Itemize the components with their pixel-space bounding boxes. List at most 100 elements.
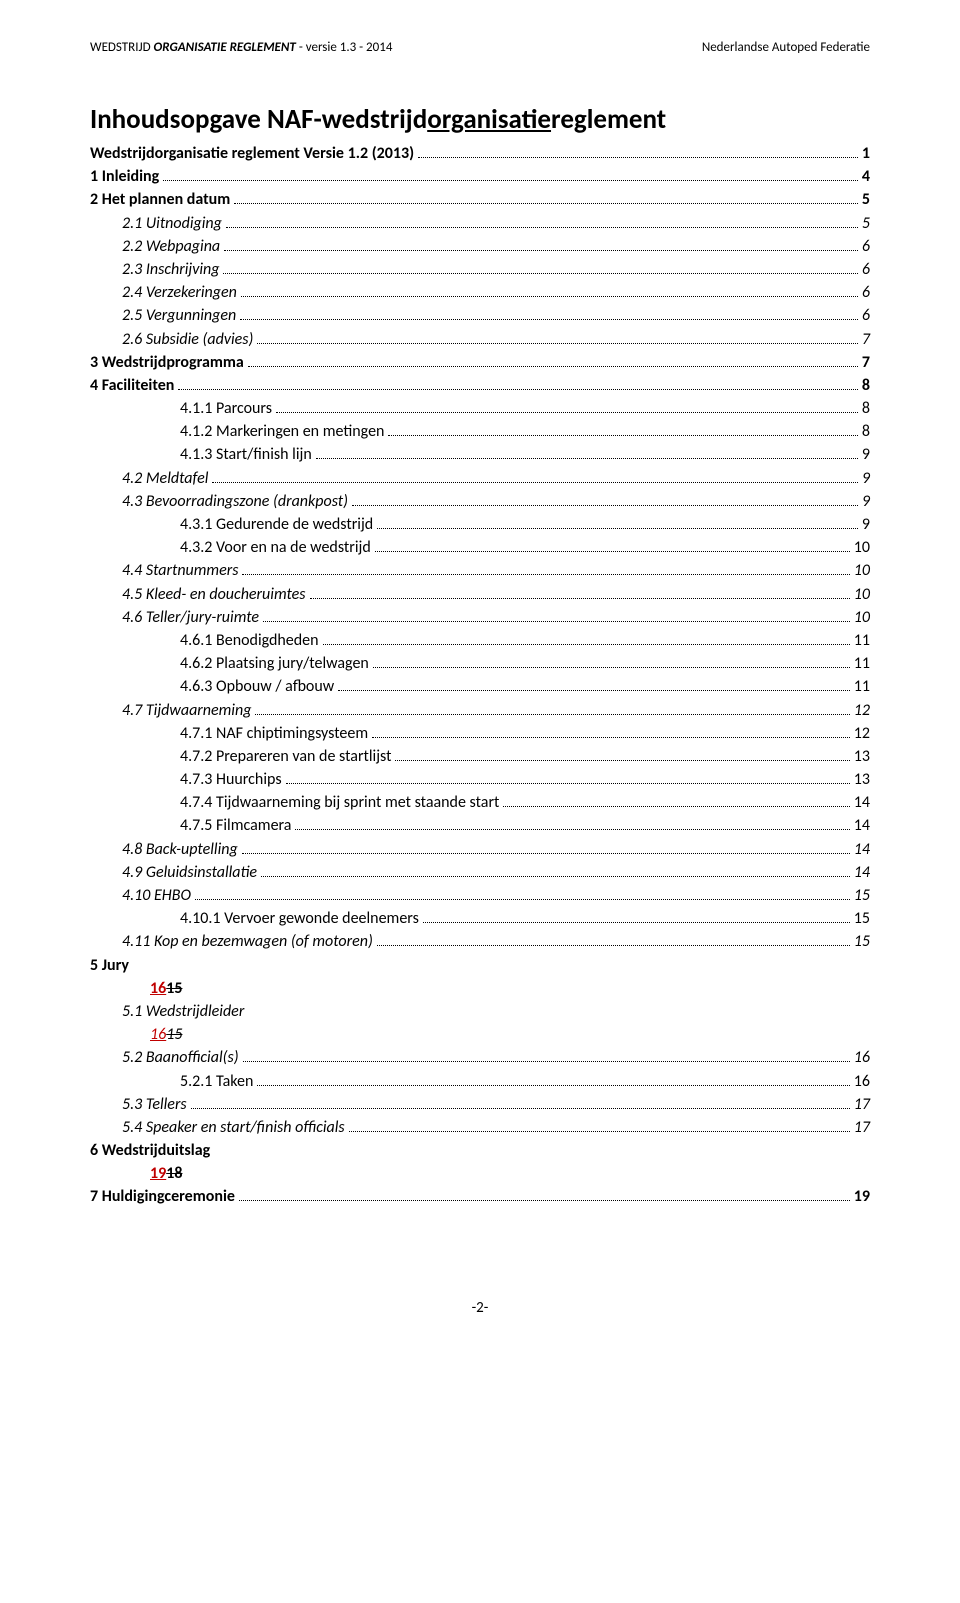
toc-page: 14 (854, 861, 870, 884)
toc-leader-dots (418, 157, 858, 158)
toc-row: Wedstrijdorganisatie reglement Versie 1.… (90, 142, 870, 165)
toc-page: 9 (862, 443, 870, 466)
toc-row: 2.6 Subsidie (advies)7 (90, 328, 870, 351)
toc-page: 17 (854, 1093, 870, 1116)
toc-row: 4 Faciliteiten8 (90, 374, 870, 397)
toc-row: 2.5 Vergunningen 6 (90, 304, 870, 327)
toc-leader-dots (255, 714, 849, 715)
toc-page: 4 (862, 165, 870, 188)
toc-label: 4.6 Teller/jury-ruimte (122, 606, 259, 629)
toc-leader-dots (257, 1085, 849, 1086)
toc-page: 10 (854, 583, 870, 606)
toc-leader-dots (377, 945, 850, 946)
toc-row-uitslag-rev: 1918 (90, 1162, 870, 1185)
toc-label: 4.3 Bevoorradingszone (drankpost) (122, 490, 348, 513)
toc-row: 4.5 Kleed- en doucheruimtes 10 (90, 583, 870, 606)
toc-label: 5 Jury (90, 954, 129, 977)
toc-row: 1 Inleiding 4 (90, 165, 870, 188)
toc-page: 17 (854, 1116, 870, 1139)
toc-row: 2.2 Webpagina6 (90, 235, 870, 258)
toc-label: 5.4 Speaker en start/finish officials (122, 1116, 345, 1139)
toc-row-uitslag: 6 Wedstrijduitslag (90, 1139, 870, 1162)
toc-leader-dots (240, 319, 858, 320)
toc-label: 1 Inleiding (90, 165, 159, 188)
toc-leader-dots (239, 1200, 850, 1201)
rev-new: 16 (150, 979, 166, 998)
revision-mark: 1615 (150, 977, 182, 1000)
toc-page: 6 (862, 281, 870, 304)
toc-label: 4.1.3 Start/finish lijn (180, 443, 312, 466)
toc-leader-dots (226, 227, 858, 228)
toc-page: 9 (862, 490, 870, 513)
rev-new: 16 (150, 1025, 166, 1044)
toc-page: 19 (854, 1185, 870, 1208)
toc-leader-dots (263, 621, 850, 622)
toc-page: 15 (854, 884, 870, 907)
toc-leader-dots (234, 203, 858, 204)
toc-row: 4.3 Bevoorradingszone (drankpost) 9 (90, 490, 870, 513)
toc-label: 4.5 Kleed- en doucheruimtes (122, 583, 306, 606)
toc-leader-dots (395, 760, 849, 761)
toc-label: 4.7.3 Huurchips (180, 768, 282, 791)
toc-label: 2.5 Vergunningen (122, 304, 236, 327)
toc-label: 4.10.1 Vervoer gewonde deelnemers (180, 907, 419, 930)
toc-page: 5 (862, 212, 870, 235)
toc-leader-dots (224, 250, 858, 251)
toc-label: 4.7 Tijdwaarneming (122, 699, 251, 722)
toc-row: 5.2 Baanofficial(s)16 (90, 1046, 870, 1069)
rev-new: 19 (150, 1164, 166, 1183)
toc-page: 12 (854, 699, 870, 722)
title-post: reglement (551, 103, 666, 136)
toc-label: 4.7.5 Filmcamera (180, 814, 291, 837)
rev-old: 15 (166, 979, 182, 998)
toc-leader-dots (349, 1131, 850, 1132)
toc-label: Wedstrijdorganisatie reglement Versie 1.… (90, 142, 414, 165)
toc-page: 14 (854, 791, 870, 814)
toc-page: 9 (862, 513, 870, 536)
toc-row: 4.10 EHBO15 (90, 884, 870, 907)
toc-row-wedstrijdleider: 5.1 Wedstrijdleider (90, 1000, 870, 1023)
toc-label: 5.3 Tellers (122, 1093, 187, 1116)
toc-label: 4.6.1 Benodigdheden (180, 629, 319, 652)
toc-leader-dots (257, 343, 858, 344)
toc-leader-dots (372, 737, 850, 738)
toc-page: 11 (854, 629, 870, 652)
toc-row: 4.2 Meldtafel9 (90, 467, 870, 490)
toc-page: 1 (862, 142, 870, 165)
toc-page: 14 (854, 814, 870, 837)
toc-page: 6 (862, 304, 870, 327)
toc-page: 8 (862, 397, 870, 420)
toc-leader-dots (388, 435, 857, 436)
toc-label: 2.1 Uitnodiging (122, 212, 222, 235)
toc-leader-dots (248, 366, 858, 367)
revision-mark: 1615 (150, 1023, 182, 1046)
rev-old: 15 (166, 1025, 182, 1044)
toc-page: 10 (854, 559, 870, 582)
toc-page: 12 (854, 722, 870, 745)
toc-label: 2.6 Subsidie (advies) (122, 328, 253, 351)
toc-leader-dots (178, 389, 858, 390)
toc-label: 4.2 Meldtafel (122, 467, 208, 490)
toc-leader-dots (261, 876, 850, 877)
toc-row: 3 Wedstrijdprogramma7 (90, 351, 870, 374)
toc-label: 2.4 Verzekeringen (122, 281, 237, 304)
toc-row: 4.6.1 Benodigdheden 11 (90, 629, 870, 652)
toc-row: 4.1.3 Start/finish lijn 9 (90, 443, 870, 466)
toc-row: 4.7.1 NAF chiptimingsysteem12 (90, 722, 870, 745)
toc-page: 15 (854, 930, 870, 953)
toc-page: 8 (862, 374, 870, 397)
toc-row: 5.2.1 Taken16 (90, 1070, 870, 1093)
toc-label: 4.3.1 Gedurende de wedstrijd (180, 513, 373, 536)
title-underlined: organisatie (427, 103, 551, 136)
toc-page: 16 (854, 1046, 870, 1069)
toc-leader-dots (323, 644, 850, 645)
toc-page: 6 (862, 258, 870, 281)
toc-page: 5 (862, 188, 870, 211)
toc-page: 11 (854, 675, 870, 698)
toc-leader-dots (423, 922, 850, 923)
toc-row: 5.4 Speaker en start/finish officials 17 (90, 1116, 870, 1139)
toc-label: 4.9 Geluidsinstallatie (122, 861, 257, 884)
header-left-bold: ORGANISATIE REGLEMENT (154, 40, 296, 55)
toc-row: 7 Huldigingceremonie19 (90, 1185, 870, 1208)
toc-block-3: 7 Huldigingceremonie19 (90, 1185, 870, 1208)
